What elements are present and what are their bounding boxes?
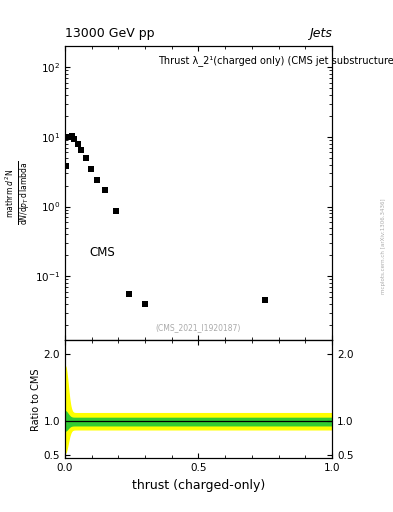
Text: 13000 GeV pp: 13000 GeV pp bbox=[65, 27, 154, 40]
Point bbox=[78, 146, 84, 154]
Point bbox=[126, 290, 132, 298]
Text: CMS: CMS bbox=[89, 246, 115, 259]
Point bbox=[83, 154, 89, 162]
Point bbox=[94, 176, 100, 184]
Text: Thrust λ_2¹(charged only) (CMS jet substructure): Thrust λ_2¹(charged only) (CMS jet subst… bbox=[158, 55, 393, 66]
Point bbox=[75, 139, 81, 147]
Point bbox=[88, 165, 94, 174]
Point bbox=[68, 132, 75, 140]
Point bbox=[102, 186, 108, 195]
X-axis label: thrust (charged-only): thrust (charged-only) bbox=[132, 479, 265, 492]
Point bbox=[262, 296, 268, 305]
Y-axis label: mathrm $d^2$N
$\overline{\mathrm{d}N/\mathrm{d}p_T\,\mathrm{d}\,\mathrm{lambda}}: mathrm $d^2$N $\overline{\mathrm{d}N/\ma… bbox=[3, 161, 32, 225]
Y-axis label: Ratio to CMS: Ratio to CMS bbox=[31, 368, 41, 431]
Point bbox=[71, 135, 77, 143]
Point bbox=[142, 300, 148, 308]
Point bbox=[63, 162, 69, 170]
Text: (CMS_2021_I1920187): (CMS_2021_I1920187) bbox=[156, 323, 241, 332]
Point bbox=[66, 133, 72, 141]
Point bbox=[112, 207, 119, 216]
Text: Jets: Jets bbox=[309, 27, 332, 40]
Text: mcplots.cern.ch [arXiv:1306.3436]: mcplots.cern.ch [arXiv:1306.3436] bbox=[381, 198, 386, 293]
